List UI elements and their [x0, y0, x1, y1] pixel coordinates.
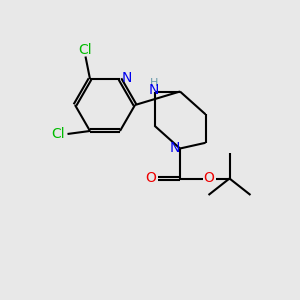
Text: N: N [169, 142, 180, 155]
Text: H: H [150, 78, 158, 88]
Text: N: N [149, 83, 159, 97]
Text: Cl: Cl [79, 43, 92, 57]
Text: O: O [204, 172, 214, 185]
Text: Cl: Cl [52, 127, 65, 141]
Text: O: O [146, 172, 156, 185]
Text: N: N [122, 70, 132, 85]
